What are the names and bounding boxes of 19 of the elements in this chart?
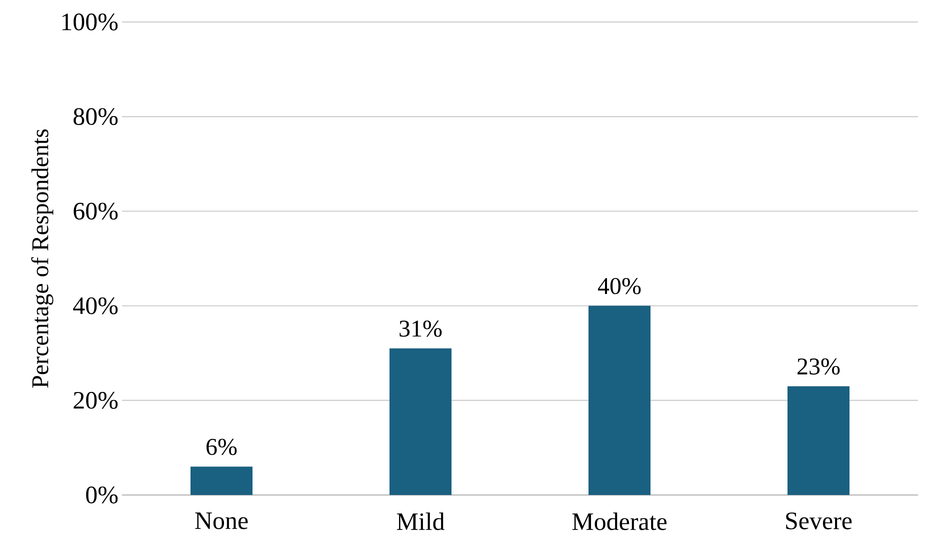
y-tick-label: 40% [73, 297, 118, 314]
x-tick-label: Mild [396, 512, 445, 530]
x-tick-label: Moderate [572, 512, 667, 530]
data-label: 40% [598, 278, 641, 294]
y-axis-title: Percentage of Respondents [31, 129, 54, 388]
y-tick-label: 20% [74, 392, 118, 409]
bar [390, 348, 452, 495]
y-tick-label: 0% [86, 486, 118, 504]
data-label: 23% [798, 358, 840, 375]
data-label: 6% [206, 438, 237, 456]
x-tick-label: None [195, 512, 248, 530]
y-tick-label: 60% [74, 202, 118, 220]
y-tick-label: 80% [74, 108, 118, 126]
bar [190, 466, 253, 495]
data-label: 31% [400, 320, 442, 337]
y-tick-label: 100% [62, 14, 118, 30]
bar [787, 386, 850, 495]
bar [588, 306, 650, 495]
x-tick-label: Severe [786, 512, 852, 530]
